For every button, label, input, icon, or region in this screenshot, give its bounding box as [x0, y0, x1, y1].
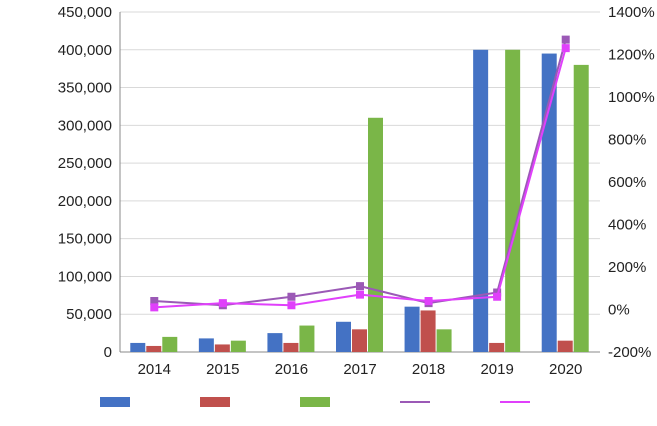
- y-left-tick-label: 250,000: [58, 155, 112, 172]
- legend-swatch: [200, 397, 230, 407]
- line-point: [150, 297, 159, 305]
- y-left-tick-label: 300,000: [58, 117, 112, 134]
- line-point: [561, 35, 570, 44]
- bar: [146, 345, 162, 352]
- bar: [283, 342, 299, 352]
- y-left-tick-label: 50,000: [66, 306, 112, 323]
- series-line: [154, 39, 567, 307]
- y-left-tick-label: 0: [104, 344, 112, 361]
- bar: [573, 64, 589, 352]
- line-point: [150, 303, 159, 312]
- line-point: [287, 292, 296, 301]
- y-right-tick-label: 1200%: [608, 47, 655, 64]
- y-left-tick-label: 400,000: [58, 42, 112, 59]
- y-left-tick-label: 350,000: [58, 80, 112, 97]
- bar: [436, 329, 452, 352]
- y-right-tick-label: 0%: [608, 302, 630, 319]
- y-right-tick-label: 200%: [608, 259, 646, 276]
- y-right-tick-label: 600%: [608, 174, 646, 191]
- bar: [557, 340, 573, 352]
- y-left-tick-label: 450,000: [58, 4, 112, 21]
- line-point: [218, 299, 227, 308]
- y-right-tick-label: 400%: [608, 217, 646, 234]
- x-tick-label: 2015: [206, 361, 239, 378]
- bar: [473, 49, 489, 353]
- bar: [368, 117, 383, 353]
- line-point: [493, 288, 502, 297]
- bar: [162, 336, 178, 352]
- line-point: [493, 292, 502, 301]
- bar: [489, 342, 505, 352]
- bar: [352, 329, 367, 352]
- y-left-tick-label: 200,000: [58, 193, 112, 210]
- bar: [214, 344, 230, 352]
- bar: [299, 325, 315, 352]
- y-right-tick-label: 800%: [608, 132, 646, 149]
- x-tick-label: 2014: [138, 361, 171, 378]
- bar: [404, 306, 420, 352]
- x-tick-label: 2020: [549, 361, 582, 378]
- x-tick-label: 2019: [480, 361, 513, 378]
- bar: [505, 49, 521, 353]
- x-tick-label: 2018: [412, 361, 445, 378]
- bar: [230, 340, 246, 352]
- bar: [336, 321, 351, 352]
- bar: [541, 53, 557, 353]
- bar: [420, 310, 436, 352]
- bar: [267, 333, 283, 352]
- line-point: [356, 290, 364, 299]
- y-right-tick-label: 1400%: [608, 4, 655, 21]
- x-tick-label: 2017: [343, 361, 376, 378]
- line-point: [424, 297, 433, 305]
- line-point: [356, 282, 364, 291]
- y-right-tick-label: -200%: [608, 344, 651, 361]
- y-left-tick-label: 100,000: [58, 268, 112, 285]
- x-tick-label: 2016: [275, 361, 308, 378]
- series-line: [154, 47, 567, 309]
- y-left-tick-label: 150,000: [58, 231, 112, 248]
- y-right-tick-label: 1000%: [608, 89, 655, 106]
- legend-swatch: [100, 397, 130, 407]
- bar: [198, 338, 214, 352]
- legend-swatch: [300, 397, 330, 407]
- line-point: [561, 44, 570, 53]
- line-point: [287, 301, 296, 310]
- bar: [130, 342, 146, 352]
